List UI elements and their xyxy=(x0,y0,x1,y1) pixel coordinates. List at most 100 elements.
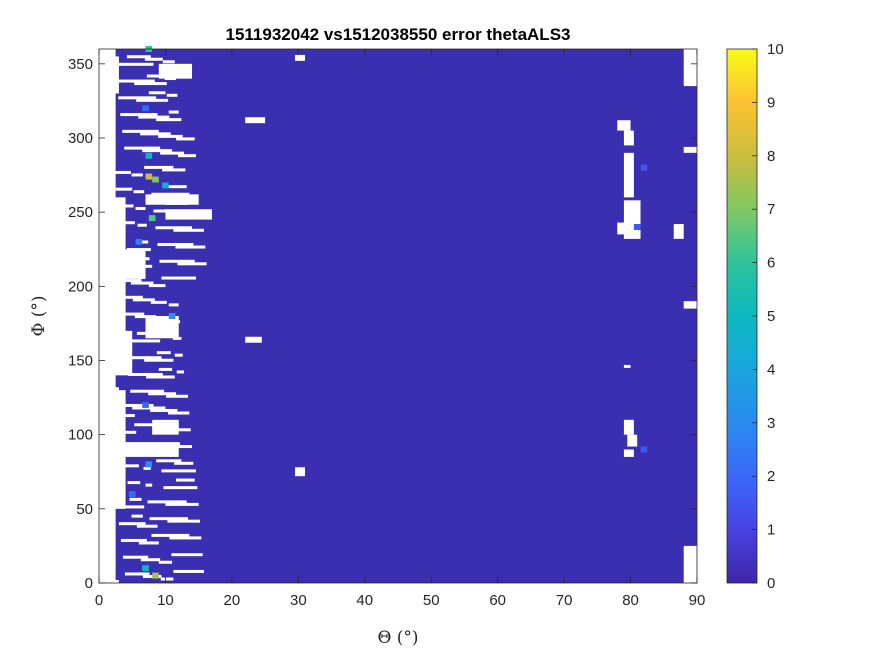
missing-streak xyxy=(140,558,161,562)
missing-streak xyxy=(143,466,151,470)
missing-region xyxy=(683,301,697,309)
missing-streak xyxy=(156,459,182,463)
error-cell xyxy=(145,461,153,468)
missing-region xyxy=(673,224,684,239)
missing-streak xyxy=(158,134,183,138)
missing-streak xyxy=(127,481,141,485)
plot-area xyxy=(98,46,698,584)
missing-streak xyxy=(124,572,150,576)
missing-streak xyxy=(148,392,177,396)
plot-frame xyxy=(98,48,698,584)
missing-streak xyxy=(161,276,197,280)
x-tick-label: 40 xyxy=(356,592,373,609)
error-cell xyxy=(135,238,143,245)
missing-streak xyxy=(162,168,186,172)
y-tick-label: 250 xyxy=(68,204,93,221)
missing-streak xyxy=(176,137,195,141)
colorbar-tick-label: 4 xyxy=(767,361,775,378)
missing-streak xyxy=(118,522,146,526)
missing-streak xyxy=(154,442,181,446)
y-tick-label: 50 xyxy=(76,501,93,518)
missing-streak xyxy=(167,519,200,523)
error-cell xyxy=(162,182,169,189)
missing-region xyxy=(623,364,631,368)
missing-streak xyxy=(158,560,173,564)
missing-streak xyxy=(142,149,173,153)
missing-region xyxy=(115,249,146,279)
missing-region xyxy=(245,117,266,124)
missing-streak xyxy=(176,478,195,482)
missing-region xyxy=(295,54,305,61)
colorbar-tick-label: 9 xyxy=(767,94,775,111)
missing-streak xyxy=(144,57,163,61)
missing-region xyxy=(683,146,697,153)
missing-streak xyxy=(119,414,135,418)
error-cell xyxy=(142,565,149,572)
missing-streak xyxy=(156,351,171,355)
missing-streak xyxy=(172,445,193,449)
missing-streak xyxy=(174,353,183,357)
missing-streak xyxy=(133,190,145,194)
missing-streak xyxy=(171,553,203,557)
missing-streak xyxy=(150,300,167,304)
missing-region xyxy=(623,130,634,146)
x-axis-ticks: 0 10 20 30 40 50 60 70 80 90 xyxy=(95,49,705,609)
missing-streak xyxy=(146,74,165,78)
missing-streak xyxy=(117,204,134,208)
missing-streak xyxy=(113,170,131,174)
missing-streak xyxy=(148,91,166,95)
colorbar-tick-label: 5 xyxy=(767,308,775,325)
x-tick-label: 60 xyxy=(489,592,506,609)
missing-streak xyxy=(114,403,154,407)
error-cell xyxy=(148,215,156,222)
missing-region xyxy=(165,209,212,220)
missing-region xyxy=(617,222,631,235)
missing-streak xyxy=(157,243,194,247)
error-cell xyxy=(633,224,641,230)
colorbar-tick-label: 0 xyxy=(767,575,775,592)
missing-streak xyxy=(136,524,158,528)
missing-streak xyxy=(112,580,119,584)
error-cell xyxy=(128,491,136,497)
missing-streak xyxy=(175,245,206,249)
missing-streak xyxy=(125,464,139,468)
missing-streak xyxy=(141,257,150,261)
missing-streak xyxy=(122,555,149,559)
missing-region xyxy=(158,63,193,79)
missing-streak xyxy=(138,115,170,119)
missing-streak xyxy=(135,206,146,210)
missing-streak xyxy=(170,320,181,324)
missing-streak xyxy=(134,423,167,427)
missing-streak xyxy=(151,533,190,537)
x-tick-label: 30 xyxy=(290,592,307,609)
error-cell xyxy=(640,164,648,171)
missing-streak xyxy=(159,259,195,263)
missing-streak xyxy=(162,60,175,64)
missing-streak xyxy=(153,209,191,213)
missing-region xyxy=(295,467,305,477)
missing-streak xyxy=(115,187,133,191)
missing-streak xyxy=(136,331,158,335)
missing-streak xyxy=(154,334,170,338)
error-cell xyxy=(145,173,153,180)
missing-streak xyxy=(164,185,187,189)
missing-streak xyxy=(129,497,142,501)
missing-streak xyxy=(168,411,190,415)
missing-region xyxy=(623,449,634,457)
missing-streak xyxy=(176,370,185,374)
plot-background xyxy=(99,49,697,583)
missing-streak xyxy=(116,312,145,316)
error-cell xyxy=(142,105,149,112)
missing-region xyxy=(627,434,638,447)
missing-streak xyxy=(140,132,171,136)
y-tick-label: 0 xyxy=(85,575,93,592)
missing-data-layer xyxy=(99,49,697,584)
missing-streak xyxy=(134,315,157,319)
missing-streak xyxy=(148,284,166,288)
missing-streak xyxy=(122,129,159,133)
missing-streak xyxy=(126,248,151,252)
missing-streak xyxy=(156,118,182,122)
missing-streak xyxy=(168,110,179,114)
missing-region xyxy=(145,194,199,205)
